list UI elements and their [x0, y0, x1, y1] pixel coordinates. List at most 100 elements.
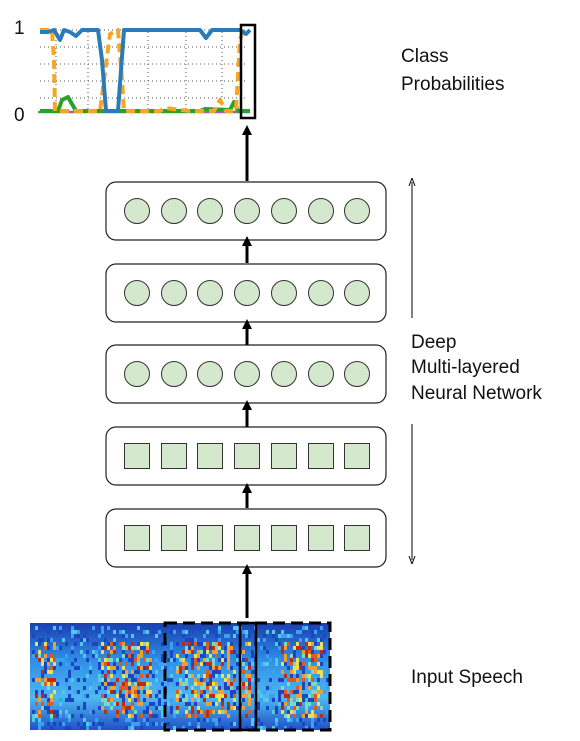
spectrogram-cell: [227, 714, 230, 718]
spectrogram-cell: [257, 678, 260, 682]
spectrogram-cell: [194, 702, 197, 706]
spectrogram-cell: [212, 662, 215, 666]
spectrogram-cell: [245, 674, 248, 678]
network-layer-1-unit-1: [124, 198, 150, 224]
spectrogram-cell: [98, 658, 101, 662]
spectrogram-cell: [302, 654, 305, 658]
spectrogram-cell: [326, 662, 329, 666]
spectrogram-cell: [74, 642, 77, 646]
spectrogram-cell: [56, 674, 59, 678]
spectrogram-cell: [218, 626, 221, 630]
spectrogram-cell: [203, 654, 206, 658]
spectrogram-cell: [98, 726, 101, 730]
spectrogram-cell: [140, 686, 143, 690]
spectrogram-cell: [284, 658, 287, 662]
spectrogram-cell: [287, 694, 290, 698]
spectrogram-cell: [284, 714, 287, 718]
spectrogram-cell: [152, 722, 155, 726]
spectrogram-cell: [173, 706, 176, 710]
spectrogram-cell: [308, 650, 311, 654]
spectrogram-cell: [215, 674, 218, 678]
spectrogram-cell: [275, 662, 278, 666]
spectrogram-cell: [287, 634, 290, 638]
spectrogram-cell: [314, 666, 317, 670]
spectrogram-cell: [155, 706, 158, 710]
spectrogram: [30, 621, 332, 732]
spectrogram-cell: [59, 662, 62, 666]
spectrogram-cell: [293, 666, 296, 670]
spectrogram-cell: [155, 670, 158, 674]
spectrogram-cell: [116, 694, 119, 698]
spectrogram-cell: [284, 642, 287, 646]
spectrogram-cell: [191, 666, 194, 670]
spectrogram-cell: [89, 686, 92, 690]
spectrogram-cell: [311, 670, 314, 674]
spectrogram-cell: [215, 650, 218, 654]
spectrogram-cell: [320, 670, 323, 674]
spectrogram-cell: [110, 706, 113, 710]
spectrogram-cell: [209, 710, 212, 714]
spectrogram-cell: [266, 698, 269, 702]
spectrogram-cell: [221, 710, 224, 714]
spectrogram-cell: [227, 662, 230, 666]
spectrogram-cell: [308, 686, 311, 690]
spectrogram-cell: [257, 718, 260, 722]
spectrogram-cell: [287, 666, 290, 670]
spectrogram-cell: [74, 690, 77, 694]
spectrogram-cell: [212, 630, 215, 634]
spectrogram-cell: [236, 690, 239, 694]
spectrogram-cell: [212, 666, 215, 670]
spectrogram-cell: [44, 670, 47, 674]
spectrogram-cell: [263, 638, 266, 642]
spectrogram-cell: [65, 714, 68, 718]
spectrogram-cell: [167, 702, 170, 706]
spectrogram-cell: [47, 678, 50, 682]
spectrogram-cell: [209, 678, 212, 682]
network-layer-5-unit-2: [161, 525, 187, 551]
spectrogram-cell: [281, 706, 284, 710]
spectrogram-cell: [128, 726, 131, 730]
spectrogram-cell: [128, 682, 131, 686]
spectrogram-cell: [185, 686, 188, 690]
spectrogram-cell: [68, 686, 71, 690]
spectrogram-cell: [194, 690, 197, 694]
spectrogram-cell: [302, 674, 305, 678]
spectrogram-cell: [206, 694, 209, 698]
spectrogram-cell: [224, 634, 227, 638]
spectrogram-cell: [221, 658, 224, 662]
spectrogram-cell: [125, 706, 128, 710]
spectrogram-cell: [215, 642, 218, 646]
spectrogram-cell: [266, 630, 269, 634]
spectrogram-cell: [53, 710, 56, 714]
spectrogram-cell: [311, 690, 314, 694]
spectrogram-cell: [128, 626, 131, 630]
spectrogram-cell: [206, 718, 209, 722]
spectrogram-cell: [179, 658, 182, 662]
spectrogram-cell: [290, 654, 293, 658]
spectrogram-cell: [125, 686, 128, 690]
spectrogram-cell: [38, 642, 41, 646]
spectrogram-cell: [101, 706, 104, 710]
spectrogram-cell: [128, 698, 131, 702]
spectrogram-cell: [47, 638, 50, 642]
spectrogram-cell: [320, 638, 323, 642]
spectrogram-cell: [83, 654, 86, 658]
spectrogram-cell: [98, 666, 101, 670]
spectrogram-cell: [221, 702, 224, 706]
spectrogram-cell: [137, 722, 140, 726]
spectrogram-cell: [134, 682, 137, 686]
spectrogram-cell: [131, 686, 134, 690]
spectrogram-cell: [179, 678, 182, 682]
spectrogram-cell: [122, 710, 125, 714]
spectrogram-cell: [287, 682, 290, 686]
spectrogram-cell: [242, 706, 245, 710]
spectrogram-cell: [290, 662, 293, 666]
spectrogram-cell: [281, 662, 284, 666]
spectrogram-cell: [71, 678, 74, 682]
spectrogram-cell: [32, 678, 35, 682]
spectrogram-cell: [290, 710, 293, 714]
spectrogram-cell: [146, 682, 149, 686]
spectrogram-cell: [47, 670, 50, 674]
spectrogram-cell: [104, 638, 107, 642]
spectrogram-cell: [185, 698, 188, 702]
